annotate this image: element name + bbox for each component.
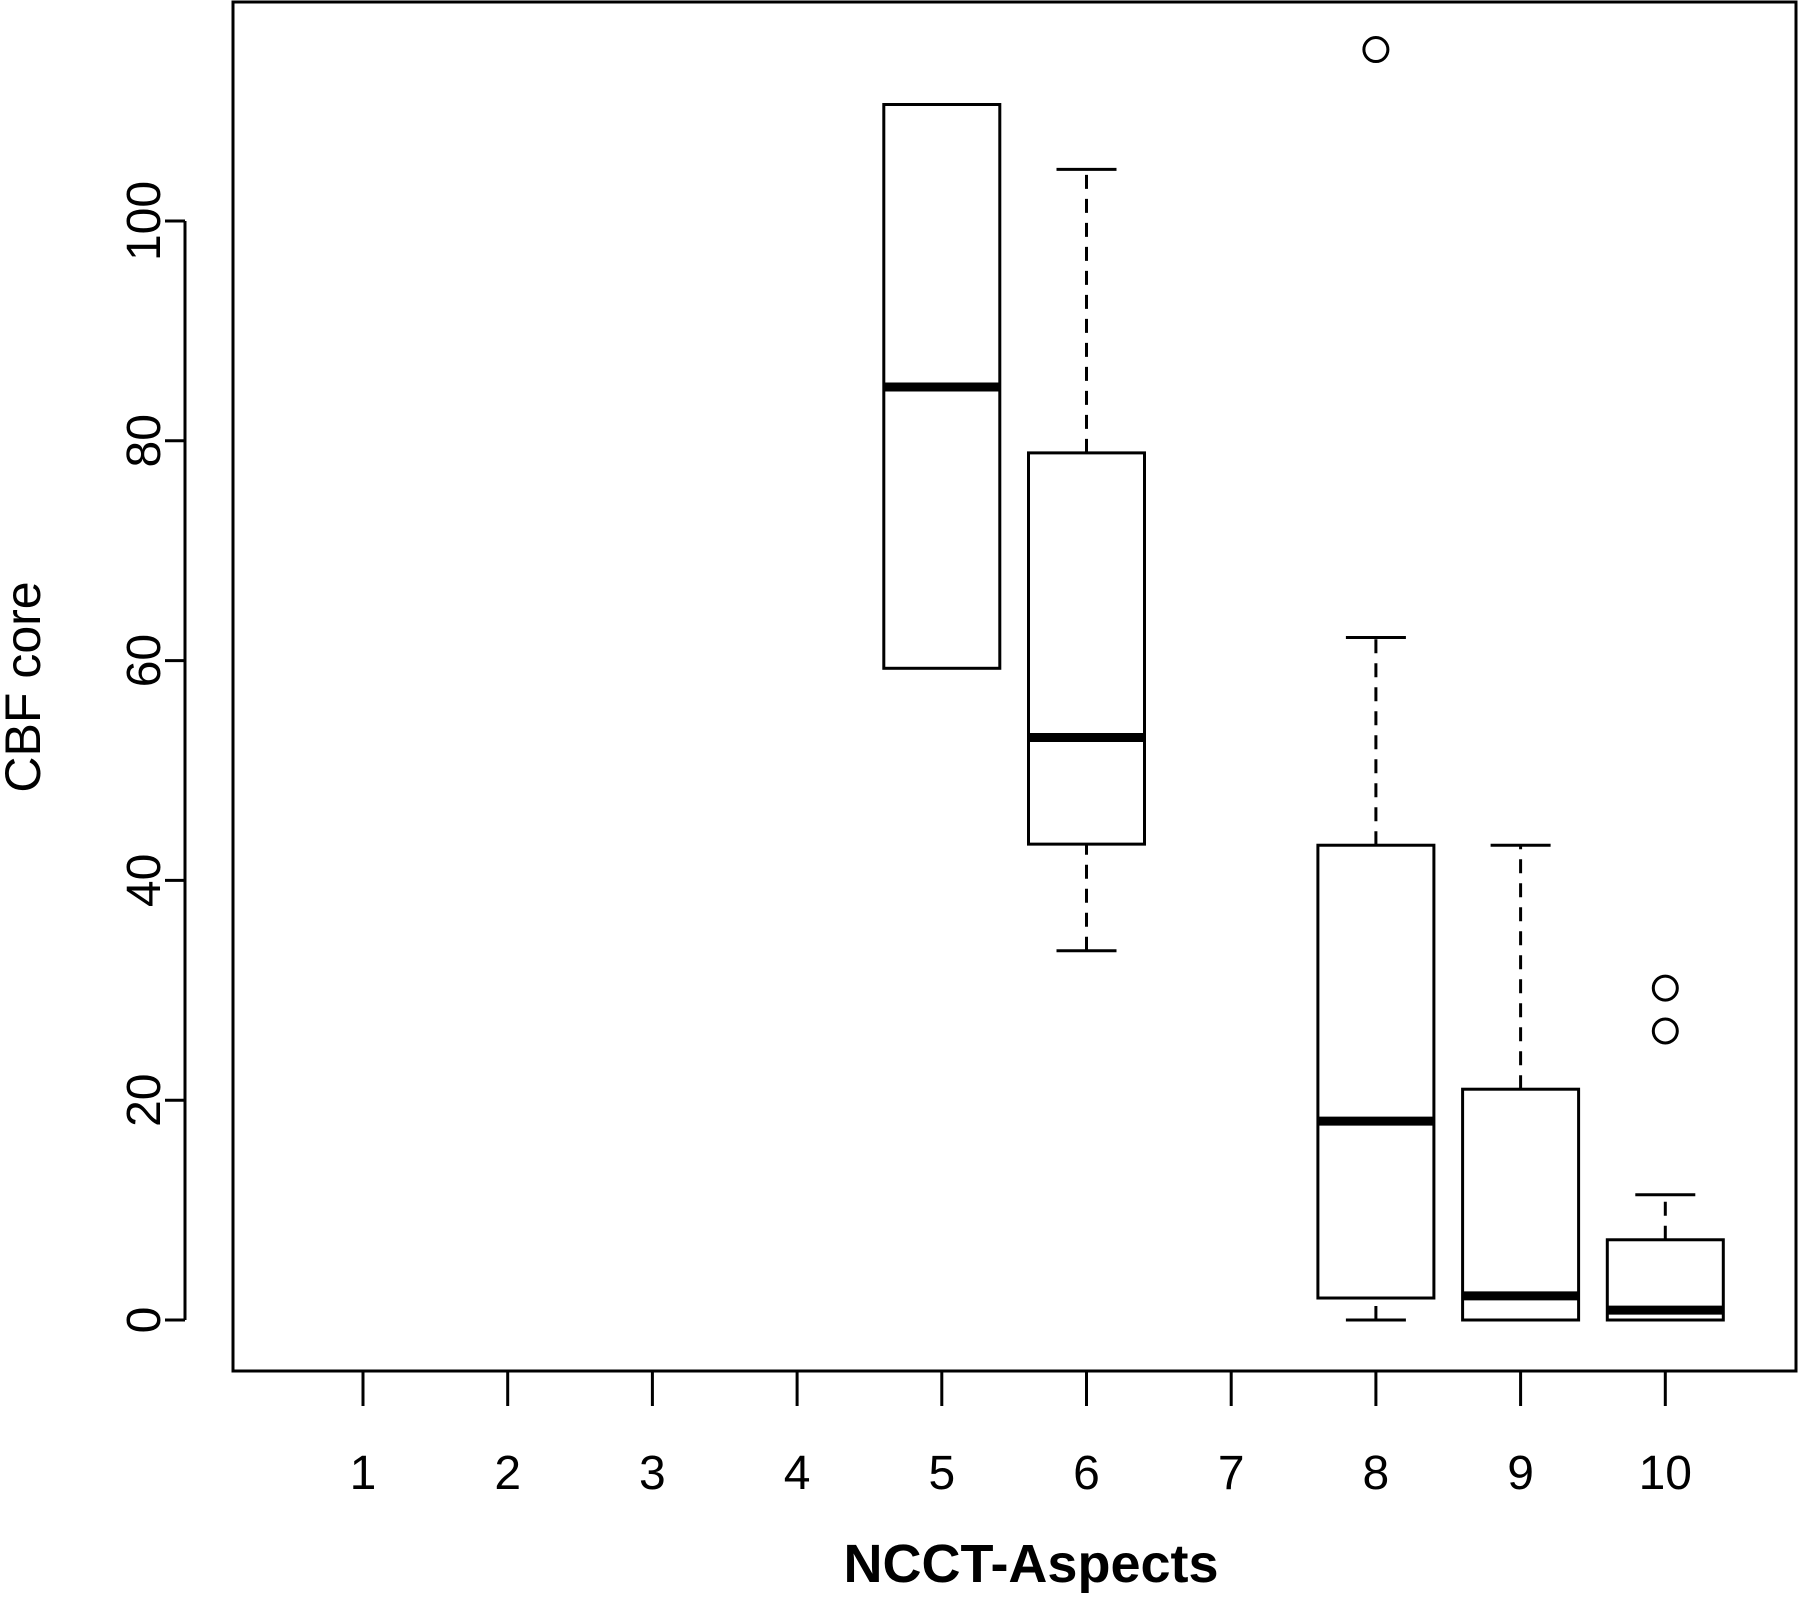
y-tick-label: 40 xyxy=(118,854,171,907)
x-tick-label: 1 xyxy=(350,1447,377,1500)
box-8 xyxy=(1316,36,1436,1322)
y-axis-title: CBF core xyxy=(0,581,51,792)
outlier-point xyxy=(1362,36,1390,64)
y-axis: 0 20 40 60 80 100 xyxy=(118,181,187,1334)
y-tick-label: 60 xyxy=(118,634,171,687)
x-tick-label: 5 xyxy=(928,1447,955,1500)
y-tick-label: 80 xyxy=(118,414,171,467)
outlier-point xyxy=(1651,1017,1679,1045)
x-tick-label: 3 xyxy=(639,1447,666,1500)
box-10 xyxy=(1605,974,1725,1322)
y-tick-label: 0 xyxy=(118,1307,171,1334)
y-tick-label: 100 xyxy=(118,181,171,261)
x-tick-label: 6 xyxy=(1073,1447,1100,1500)
plot-frame xyxy=(231,0,1798,1373)
x-tick-label: 10 xyxy=(1639,1447,1692,1500)
x-axis: 1 2 3 4 5 6 7 8 9 10 xyxy=(350,1371,1692,1500)
box-iqr xyxy=(1027,451,1146,846)
box-iqr xyxy=(1461,1087,1581,1322)
box-9 xyxy=(1461,843,1581,1322)
box-5 xyxy=(882,103,1002,670)
x-tick-label: 8 xyxy=(1363,1447,1390,1500)
x-tick-label: 9 xyxy=(1507,1447,1534,1500)
x-tick-label: 7 xyxy=(1218,1447,1245,1500)
box-6 xyxy=(1027,167,1146,953)
x-tick-label: 2 xyxy=(494,1447,521,1500)
y-tick-label: 20 xyxy=(118,1074,171,1127)
outlier-point xyxy=(1651,974,1679,1002)
x-axis-title: NCCT-Aspects xyxy=(843,1534,1218,1594)
x-tick-label: 4 xyxy=(784,1447,811,1500)
box-iqr xyxy=(1316,843,1436,1300)
boxes xyxy=(882,36,1725,1322)
